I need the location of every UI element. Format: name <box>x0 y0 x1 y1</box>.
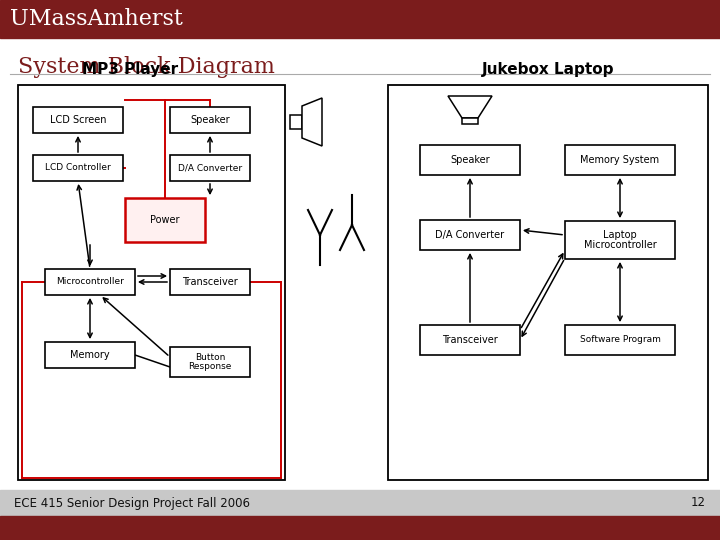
Bar <box>0 490 720 516</box>
Text: Transceiver: Transceiver <box>442 335 498 345</box>
Bar <box>565 221 675 259</box>
Bar <box>0 0 720 38</box>
Polygon shape <box>448 96 492 118</box>
Text: LCD Controller: LCD Controller <box>45 164 111 172</box>
Bar <box>290 115 302 129</box>
Polygon shape <box>302 98 322 146</box>
Text: Speaker: Speaker <box>450 155 490 165</box>
Text: Memory: Memory <box>70 350 110 360</box>
Bar <box>33 107 123 133</box>
Text: System Block Diagram: System Block Diagram <box>18 56 275 78</box>
Bar <box>45 269 135 295</box>
Text: Power: Power <box>150 215 180 225</box>
Text: UMassAmherst: UMassAmherst <box>10 8 183 30</box>
Text: ECE 415 Senior Design Project Fall 2006: ECE 415 Senior Design Project Fall 2006 <box>14 496 250 510</box>
Text: Memory System: Memory System <box>580 155 660 165</box>
Bar <box>565 325 675 355</box>
Text: Microcontroller: Microcontroller <box>56 278 124 287</box>
Text: Speaker: Speaker <box>190 115 230 125</box>
Text: Button: Button <box>195 353 225 362</box>
Text: D/A Converter: D/A Converter <box>178 164 242 172</box>
Text: Microcontroller: Microcontroller <box>584 240 657 249</box>
Bar <box>125 198 205 242</box>
Bar <box>18 85 285 480</box>
Text: D/A Converter: D/A Converter <box>436 230 505 240</box>
Text: Laptop: Laptop <box>603 231 637 240</box>
Bar <box>170 347 250 377</box>
Bar <box>0 516 720 540</box>
Text: 12: 12 <box>691 496 706 510</box>
Text: MP3 Player: MP3 Player <box>82 62 178 77</box>
Bar <box>565 145 675 175</box>
Bar <box>388 85 708 480</box>
Text: Response: Response <box>189 362 232 371</box>
Bar <box>45 342 135 368</box>
Text: Transceiver: Transceiver <box>182 277 238 287</box>
Bar <box>170 155 250 181</box>
Bar <box>420 145 520 175</box>
Bar <box>33 155 123 181</box>
Text: Software Program: Software Program <box>580 335 660 345</box>
Bar <box>170 107 250 133</box>
Bar <box>420 220 520 250</box>
Bar <box>462 118 478 124</box>
Bar <box>420 325 520 355</box>
Text: LCD Screen: LCD Screen <box>50 115 107 125</box>
Bar <box>170 269 250 295</box>
Text: Jukebox Laptop: Jukebox Laptop <box>482 62 614 77</box>
